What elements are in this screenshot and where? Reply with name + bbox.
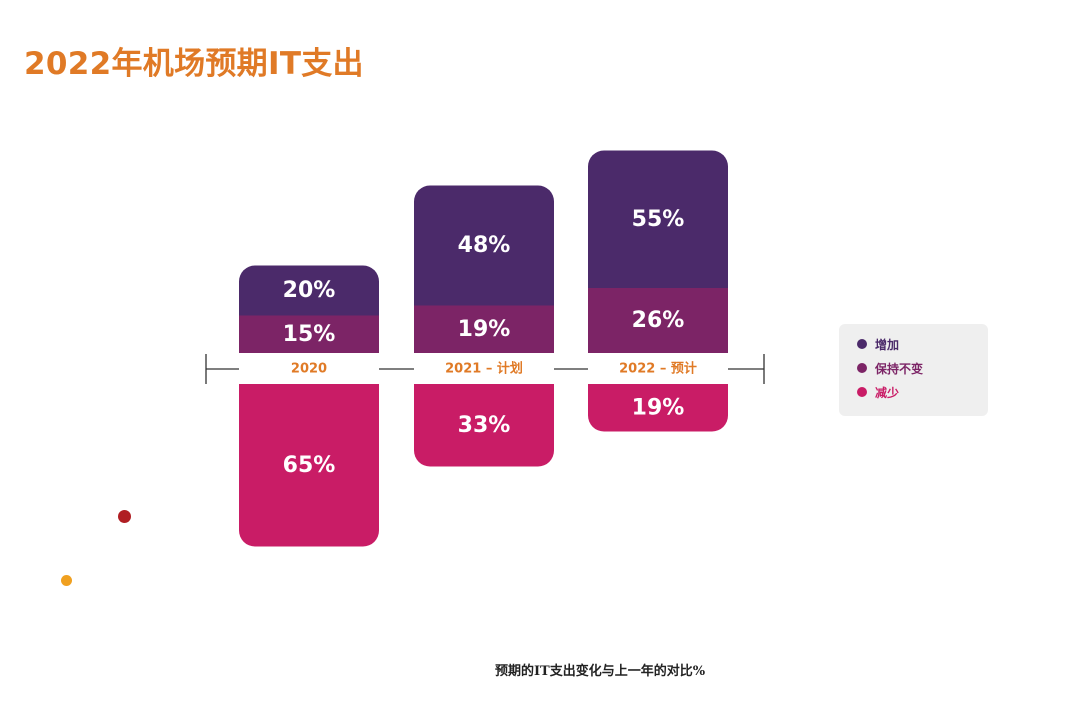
- legend-label-increase: 增加: [875, 337, 900, 352]
- value-label-unchanged-2: 26%: [632, 308, 685, 333]
- bar-decrease-0: [239, 384, 379, 547]
- value-label-decrease-1: 33%: [458, 413, 511, 438]
- bar-increase-0: [239, 265, 379, 316]
- decorative-dot-red: [118, 510, 131, 523]
- axis-gap-0: [239, 353, 379, 384]
- value-label-increase-2: 55%: [632, 207, 685, 232]
- bar-decrease-2: [588, 384, 728, 432]
- bar-decrease-1: [414, 384, 554, 467]
- category-label-1: 2021 – 计划: [445, 361, 523, 377]
- legend-item-unchanged: 保持不变: [857, 360, 923, 376]
- legend-swatch-decrease: [857, 387, 867, 397]
- legend-label-decrease: 减少: [875, 385, 900, 400]
- bar-unchanged-2: [588, 288, 728, 353]
- legend-swatch-increase: [857, 339, 867, 349]
- legend-label-unchanged: 保持不变: [875, 361, 924, 376]
- bar-unchanged-1: [414, 305, 554, 353]
- value-label-increase-0: 20%: [283, 278, 336, 303]
- value-label-decrease-2: 19%: [632, 395, 685, 420]
- value-label-decrease-0: 65%: [283, 453, 336, 478]
- chart-caption: 预期的IT支出变化与上一年的对比%: [494, 664, 706, 679]
- legend-swatch-unchanged: [857, 363, 867, 373]
- axis-gap-1: [414, 353, 554, 384]
- legend-item-decrease: 减少: [857, 384, 899, 400]
- value-label-increase-1: 48%: [458, 233, 511, 258]
- bar-group-0: [239, 265, 379, 547]
- category-label-2: 2022 – 预计: [619, 361, 697, 377]
- axis-gap-2: [588, 353, 728, 384]
- bar-increase-2: [588, 150, 728, 288]
- category-label-0: 2020: [291, 362, 327, 377]
- legend-item-increase: 增加: [857, 336, 899, 352]
- chart-legend: 增加 保持不变 减少: [839, 324, 988, 416]
- value-label-unchanged-1: 19%: [458, 317, 511, 342]
- page-title: 2022年机场预期IT支出: [24, 46, 364, 82]
- bar-unchanged-0: [239, 315, 379, 353]
- bar-increase-1: [414, 185, 554, 306]
- bar-group-2: [588, 150, 728, 432]
- value-label-unchanged-0: 15%: [283, 322, 336, 347]
- decorative-dot-orange: [61, 575, 72, 586]
